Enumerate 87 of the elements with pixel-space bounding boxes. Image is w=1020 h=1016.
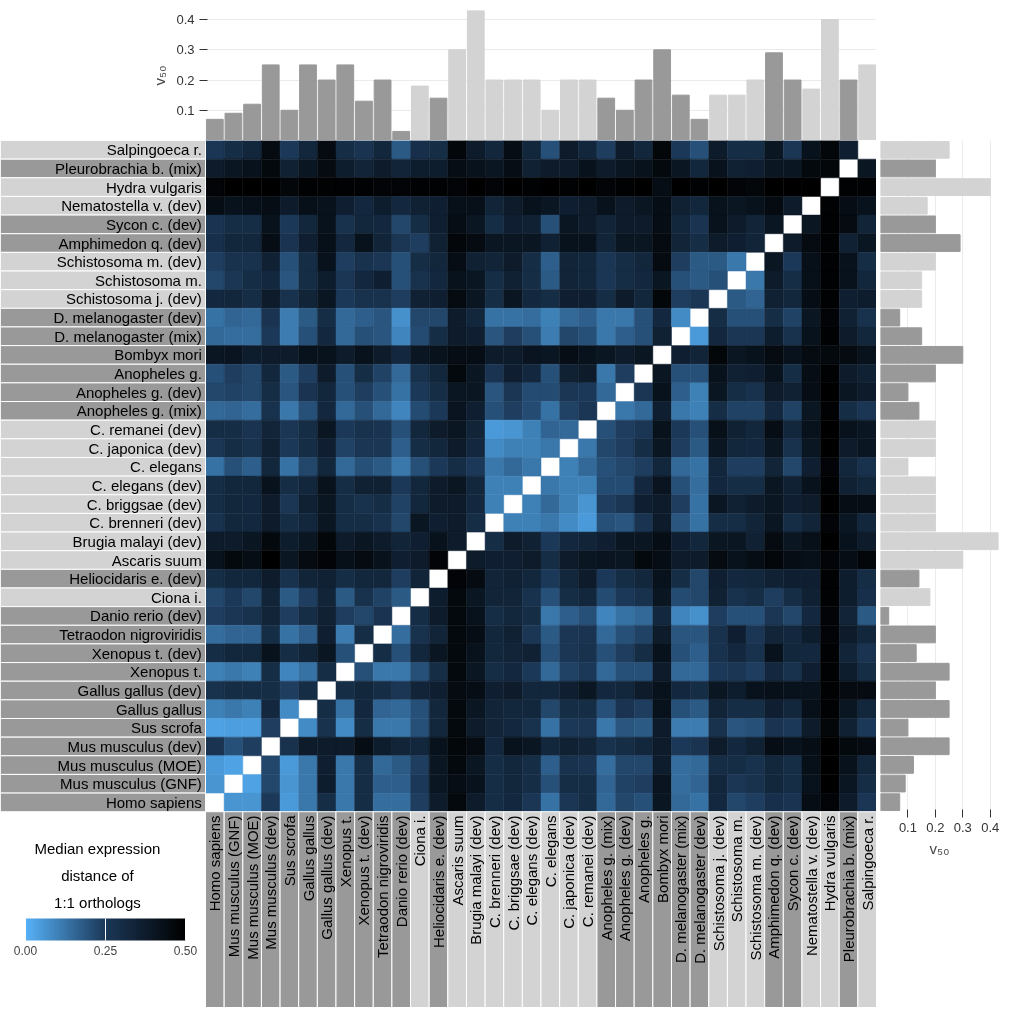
x-tick-label: Pleurobrachia b. (mix) [840,815,858,963]
y-tick-label: C. japonica (dev) [88,439,202,457]
x-tick-label: Danio rerio (dev) [392,815,410,928]
bar [880,140,950,159]
x-tick-label: 0.1 [898,819,917,835]
y-tick-label: C. briggsae (dev) [86,495,202,513]
x-tick-label: Schistosoma m. (dev) [746,815,764,961]
y-tick-label: Mus musculus (MOE) [57,756,202,774]
x-tick-label: Anopheles g. [635,815,653,904]
x-tick-label: Bombyx mori [653,815,671,903]
y-tick-label: Xenopus t. (dev) [91,644,202,662]
x-tick-label: Brugia malayi (dev) [467,815,485,945]
bar [880,569,920,588]
y-tick-label: Sus scrofa [130,719,203,737]
y-tick-label: Hydra vulgaris [105,178,202,196]
y-tick-label: C. remanei (dev) [90,421,202,438]
x-tick-label: C. elegans (dev) [523,815,541,926]
x-tick-label: Gallus gallus [299,815,317,902]
x-tick-label: C. remanei (dev) [579,815,597,928]
y-tick-label: Pleurobrachia b. (mix) [55,159,202,177]
y-tick-label: C. brenneri (dev) [89,514,202,532]
x-tick-label: Sus scrofa [280,814,298,887]
y-tick-label: Gallus gallus (dev) [77,682,202,700]
y-tick-label: C. elegans [130,458,202,476]
y-tick-label: Salpingoeca r. [106,141,202,159]
bar [880,159,936,178]
y-tick-label: Ascaris suum [111,551,202,569]
y-tick-label: Mus musculus (GNF) [60,775,202,793]
y-tick-label: Gallus gallus [115,700,202,718]
y-tick-label: Anopheles g. (dev) [75,383,202,401]
x-tick-label: Salpingoeca r. [858,815,876,911]
x-tick-label: Schistosoma j. (dev) [709,815,727,952]
y-tick-label: Homo sapiens [105,793,202,811]
x-tick-label: Nematostella v. (dev) [802,815,820,957]
x-tick-label: 0.4 [981,819,1000,835]
bar [858,64,876,140]
y-tick-label: D. melanogaster (mix) [54,327,202,345]
y-tick-label: 0.2 [176,72,195,88]
x-tick-label: Anopheles g. (dev) [616,815,634,942]
y-tick-label: Ciona i. [150,588,202,606]
x-tick-label: C. briggsae (dev) [504,815,522,931]
x-tick-label: Xenopus t. (dev) [355,815,373,926]
x-tick-label: Ascaris suum [448,815,466,906]
y-tick-label: Mus musculus (dev) [67,737,202,755]
color-bar-label: 0.00 [13,943,38,958]
x-tick-label: Hydra vulgaris [821,815,839,912]
y-tick-label: Schistosoma m. (dev) [56,253,202,271]
y-tick-label: Amphimedon q. (dev) [58,234,202,252]
y-tick-label: Anopheles g. [114,365,202,383]
x-tick-label: C. brenneri (dev) [485,815,503,928]
x-tick-label: C. elegans [541,815,559,888]
y-tick-label: Heliocidaris e. (dev) [69,570,202,588]
x-tick-label: 0.3 [953,819,972,835]
y-tick-label: Nematostella v. (dev) [61,197,202,215]
y-tick-label: Anopheles g. (mix) [76,402,202,420]
color-bar-label: 0.50 [173,943,198,958]
x-tick-label: D. melanogaster (dev) [690,815,708,964]
x-tick-label: Anopheles g. (mix) [597,815,615,941]
x-tick-label: Schistosoma m. [728,815,746,923]
y-tick-label: D. melanogaster (dev) [53,309,202,327]
y-tick-label: C. elegans (dev) [91,476,202,494]
x-tick-label: D. melanogaster (mix) [672,815,690,963]
x-tick-label: 0.2 [926,819,945,835]
y-tick-label: 0.1 [176,102,195,118]
y-tick-label: Bombyx mori [114,346,202,364]
y-tick-label: Sycon c. (dev) [105,215,202,233]
x-tick-label: Tetraodon nigroviridis [374,815,392,959]
y-tick-label: Tetraodon nigroviridis [59,626,202,644]
x-tick-label: Amphimedon q. (dev) [765,815,783,959]
bar [880,588,931,607]
y-tick-label: Xenopus t. [130,663,202,681]
x-tick-label: Sycon c. (dev) [784,815,802,912]
y-tick-label: Schistosoma m. [95,271,202,289]
color-bar-label: 0.25 [93,943,118,958]
x-tick-label: Gallus gallus (dev) [318,815,336,940]
x-tick-label: Heliocidaris e. (dev) [430,815,447,948]
y-tick-label: 0.3 [176,42,195,58]
x-tick-label: Ciona i. [411,815,429,867]
y-tick-label: 0.4 [176,12,195,28]
y-tick-label: Brugia malayi (dev) [72,532,202,550]
x-tick-label: Xenopus t. [336,815,354,888]
y-axis-title: v₅₀ [151,65,169,86]
x-tick-label: C. japonica (dev) [560,815,578,929]
x-axis-title: v₅₀ [929,839,950,857]
y-tick-label: Danio rerio (dev) [90,607,202,625]
y-tick-label: Schistosoma j. (dev) [65,290,202,308]
color-bar-title: Median expression distance of 1:1 orthologs [34,839,161,912]
